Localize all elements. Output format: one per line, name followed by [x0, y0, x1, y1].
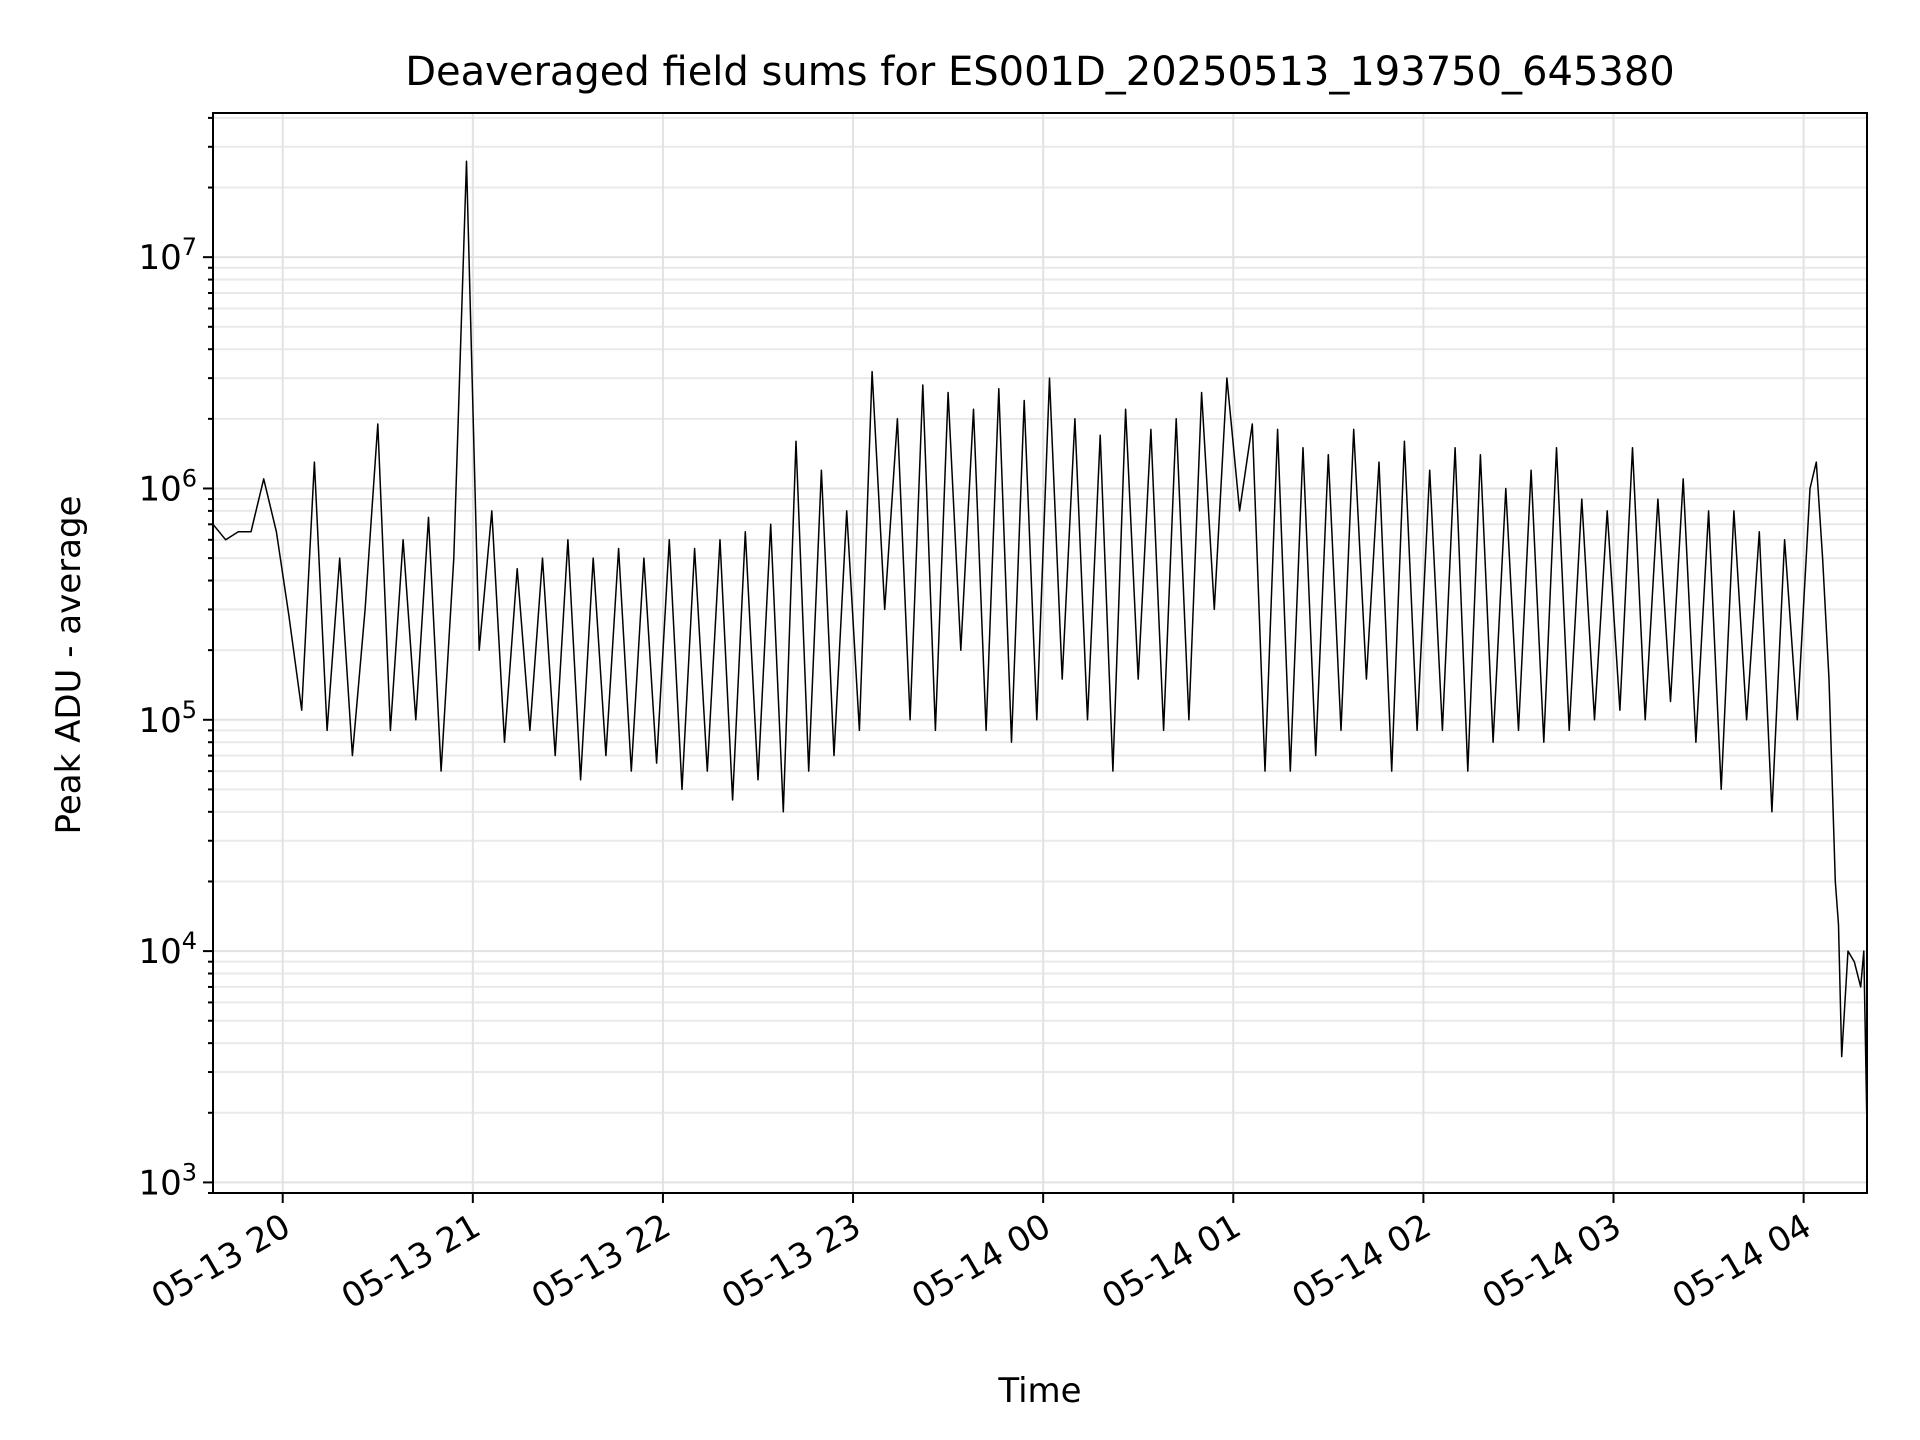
x-tick-label: 05-14 01	[1095, 1206, 1247, 1317]
y-tick-label: 107	[138, 233, 197, 278]
data-series-line	[212, 160, 1868, 1130]
x-axis-label: Time	[997, 1371, 1081, 1411]
x-tick-label: 05-14 00	[905, 1206, 1057, 1317]
x-axis: 05-13 20 05-13 21 05-13 22 05-13 23 05-14 00…	[145, 1193, 1818, 1317]
chart-title: Deaveraged field sums for ES001D_2025051…	[405, 49, 1675, 95]
x-tick-label: 05-14 02	[1286, 1206, 1438, 1317]
x-tick-label: 05-14 04	[1666, 1206, 1818, 1317]
y-axis: 103 104 105 106 107	[138, 116, 213, 1203]
x-tick-label: 05-13 21	[335, 1206, 487, 1317]
y-tick-label: 106	[138, 464, 197, 509]
plot-frame	[212, 112, 1868, 1194]
x-tick-label: 05-14 03	[1476, 1206, 1628, 1317]
y-tick-label: 103	[138, 1158, 197, 1203]
y-tick-label: 105	[138, 696, 197, 741]
x-tick-label: 05-13 22	[525, 1206, 677, 1317]
grid-lines	[213, 113, 1867, 1194]
y-tick-label: 104	[138, 927, 197, 972]
x-tick-label: 05-13 23	[715, 1206, 867, 1317]
y-axis-label: Peak ADU - average	[49, 496, 89, 835]
x-tick-label: 05-13 20	[145, 1206, 297, 1317]
